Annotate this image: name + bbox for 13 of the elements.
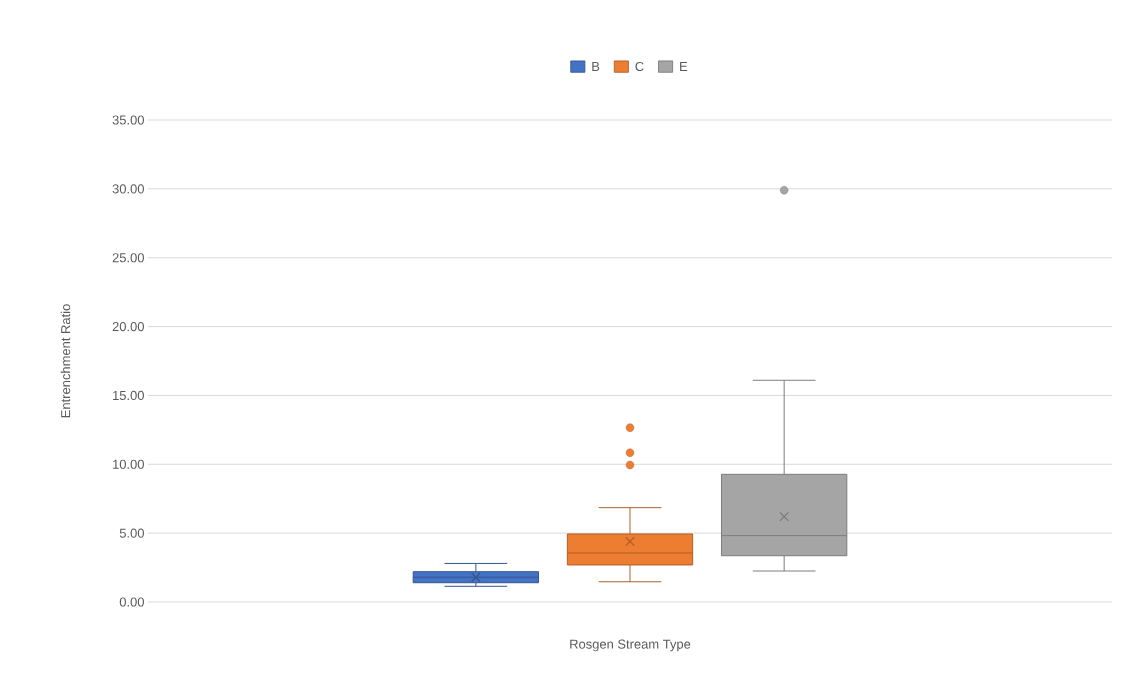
y-tick-label: 15.00	[113, 390, 144, 401]
y-tick-label: 20.00	[112, 321, 144, 332]
legend-label: C	[635, 61, 644, 72]
legend-label: B	[592, 61, 600, 71]
legend-label: E	[680, 61, 688, 71]
y-tick-label: 10.00	[113, 459, 144, 469]
y-tick-label: 35.00	[112, 115, 144, 125]
y-tick-label: 30.00	[112, 184, 144, 194]
y-tick-label: 25.00	[112, 253, 144, 263]
y-axis-title: Entrenchment Ratio	[60, 304, 71, 418]
y-tick-label: 5.00	[119, 528, 144, 538]
x-axis-title: Rosgen Stream Type	[570, 639, 691, 652]
y-tick-label: 0.00	[119, 597, 144, 607]
